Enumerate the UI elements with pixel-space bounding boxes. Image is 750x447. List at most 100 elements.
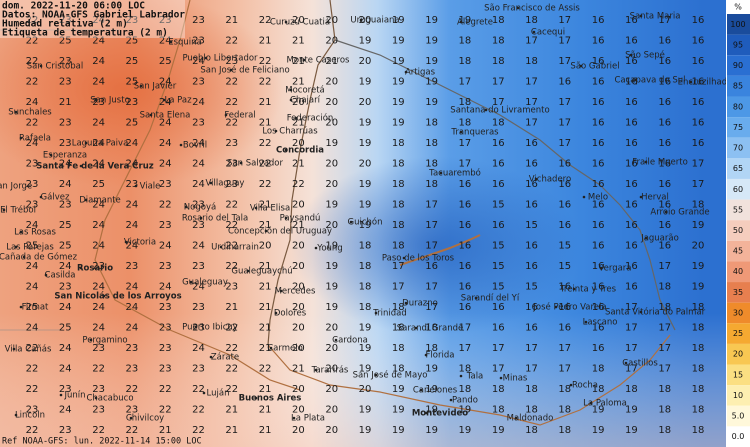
- temperature-label: 23: [59, 56, 72, 67]
- temperature-label: 17: [558, 138, 571, 149]
- temperature-label: 20: [325, 364, 338, 375]
- temperature-label: 20: [292, 302, 305, 313]
- temperature-label: 21: [225, 15, 238, 26]
- temperature-label: 17: [425, 282, 438, 293]
- temperature-label: 19: [359, 364, 372, 375]
- place-label: Artigas: [405, 68, 436, 78]
- temperature-label: 21: [259, 118, 272, 129]
- temperature-label: 17: [625, 343, 638, 354]
- temperature-label: 20: [292, 282, 305, 293]
- temperature-label: 20: [325, 36, 338, 47]
- place-dot: [284, 148, 288, 152]
- temperature-label: 23: [225, 138, 238, 149]
- temperature-label: 16: [492, 220, 505, 231]
- temperature-label: 20: [292, 15, 305, 26]
- temperature-label: 17: [425, 200, 438, 211]
- temperature-label: 23: [225, 282, 238, 293]
- temperature-label: 19: [425, 77, 438, 88]
- temperature-label: 22: [259, 159, 272, 170]
- place-dot: [239, 161, 243, 165]
- temperature-label: 24: [126, 302, 139, 313]
- temperature-label: 23: [92, 261, 105, 272]
- place-dot: [199, 216, 203, 220]
- place-label: Carmelo: [267, 344, 303, 354]
- temperature-label: 16: [425, 261, 438, 272]
- temperature-label: 20: [325, 425, 338, 436]
- temperature-label: 17: [492, 364, 505, 375]
- temperature-label: 25: [59, 220, 72, 231]
- place-label: Rafaela: [19, 134, 51, 144]
- place-dot: [14, 110, 18, 114]
- place-dot: [459, 130, 463, 134]
- temperature-label: 16: [692, 56, 705, 67]
- place-label: Jaguarão: [640, 234, 679, 244]
- temperature-label: 20: [325, 77, 338, 88]
- place-label: Los Charrúas: [262, 127, 318, 137]
- place-label: Alegrete: [457, 18, 493, 28]
- temperature-label: 22: [159, 384, 172, 395]
- temperature-label: 19: [625, 405, 638, 416]
- place-dot: [516, 6, 520, 10]
- temperature-label: 16: [592, 159, 605, 170]
- temperature-label: 15: [525, 220, 538, 231]
- temperature-label: 23: [192, 302, 205, 313]
- place-label: Paso de los Toros: [382, 254, 455, 264]
- temperature-label: 17: [459, 138, 472, 149]
- legend-label: 90: [733, 61, 743, 70]
- temperature-label: 25: [26, 302, 39, 313]
- place-label: Florida: [426, 351, 455, 361]
- temperature-label: 17: [558, 36, 571, 47]
- legend-label: 20: [733, 350, 743, 359]
- temperature-label: 21: [259, 323, 272, 334]
- legend-swatch: [727, 55, 750, 76]
- temperature-label: 15: [525, 282, 538, 293]
- temperature-label: 23: [126, 15, 139, 26]
- temperature-label: 16: [558, 323, 571, 334]
- temperature-label: 16: [492, 159, 505, 170]
- place-label: Santana do Livramento: [450, 106, 549, 116]
- temperature-label: 18: [692, 425, 705, 436]
- temperature-label: 16: [658, 56, 671, 67]
- place-dot: [664, 210, 668, 214]
- temperature-label: 20: [292, 97, 305, 108]
- temperature-label: 18: [658, 425, 671, 436]
- place-label: Buenos Aires: [239, 394, 302, 404]
- place-label: Chivilcoy: [126, 414, 164, 424]
- place-label: Esquina: [168, 38, 202, 48]
- temperature-label: 16: [558, 179, 571, 190]
- temperature-label: 17: [692, 179, 705, 190]
- temperature-label: 23: [59, 138, 72, 149]
- temperature-label: 17: [459, 343, 472, 354]
- temperature-label: 22: [225, 36, 238, 47]
- temperature-label: 18: [525, 15, 538, 26]
- temperature-label: 16: [658, 200, 671, 211]
- place-dot: [12, 347, 16, 351]
- place-dot: [449, 398, 453, 402]
- place-label: Mercedes: [275, 287, 316, 297]
- place-label: Puerto Ibicuy: [182, 323, 238, 333]
- legend-label: 5.0: [732, 412, 745, 421]
- temperature-label: 24: [59, 261, 72, 272]
- temperature-label: 16: [625, 241, 638, 252]
- temperature-label: 24: [126, 138, 139, 149]
- temperature-label: 17: [459, 77, 472, 88]
- temperature-label: 18: [525, 384, 538, 395]
- temperature-label: 21: [225, 425, 238, 436]
- place-dot: [424, 411, 428, 415]
- place-dot: [149, 113, 153, 117]
- place-label: Trinidad: [372, 309, 407, 319]
- place-dot: [349, 220, 353, 224]
- temperature-label: 22: [225, 241, 238, 252]
- temperature-label: 19: [625, 425, 638, 436]
- temperature-label: 17: [525, 118, 538, 129]
- place-dot: [202, 391, 206, 395]
- place-dot: [292, 416, 296, 420]
- temperature-label: 19: [359, 77, 372, 88]
- place-dot: [194, 325, 198, 329]
- place-dot: [439, 171, 443, 175]
- temperature-label: 17: [392, 282, 405, 293]
- temperature-label: 16: [625, 36, 638, 47]
- place-dot: [419, 388, 423, 392]
- place-label: Gualeguaychú: [231, 267, 292, 277]
- temperature-label: 20: [325, 384, 338, 395]
